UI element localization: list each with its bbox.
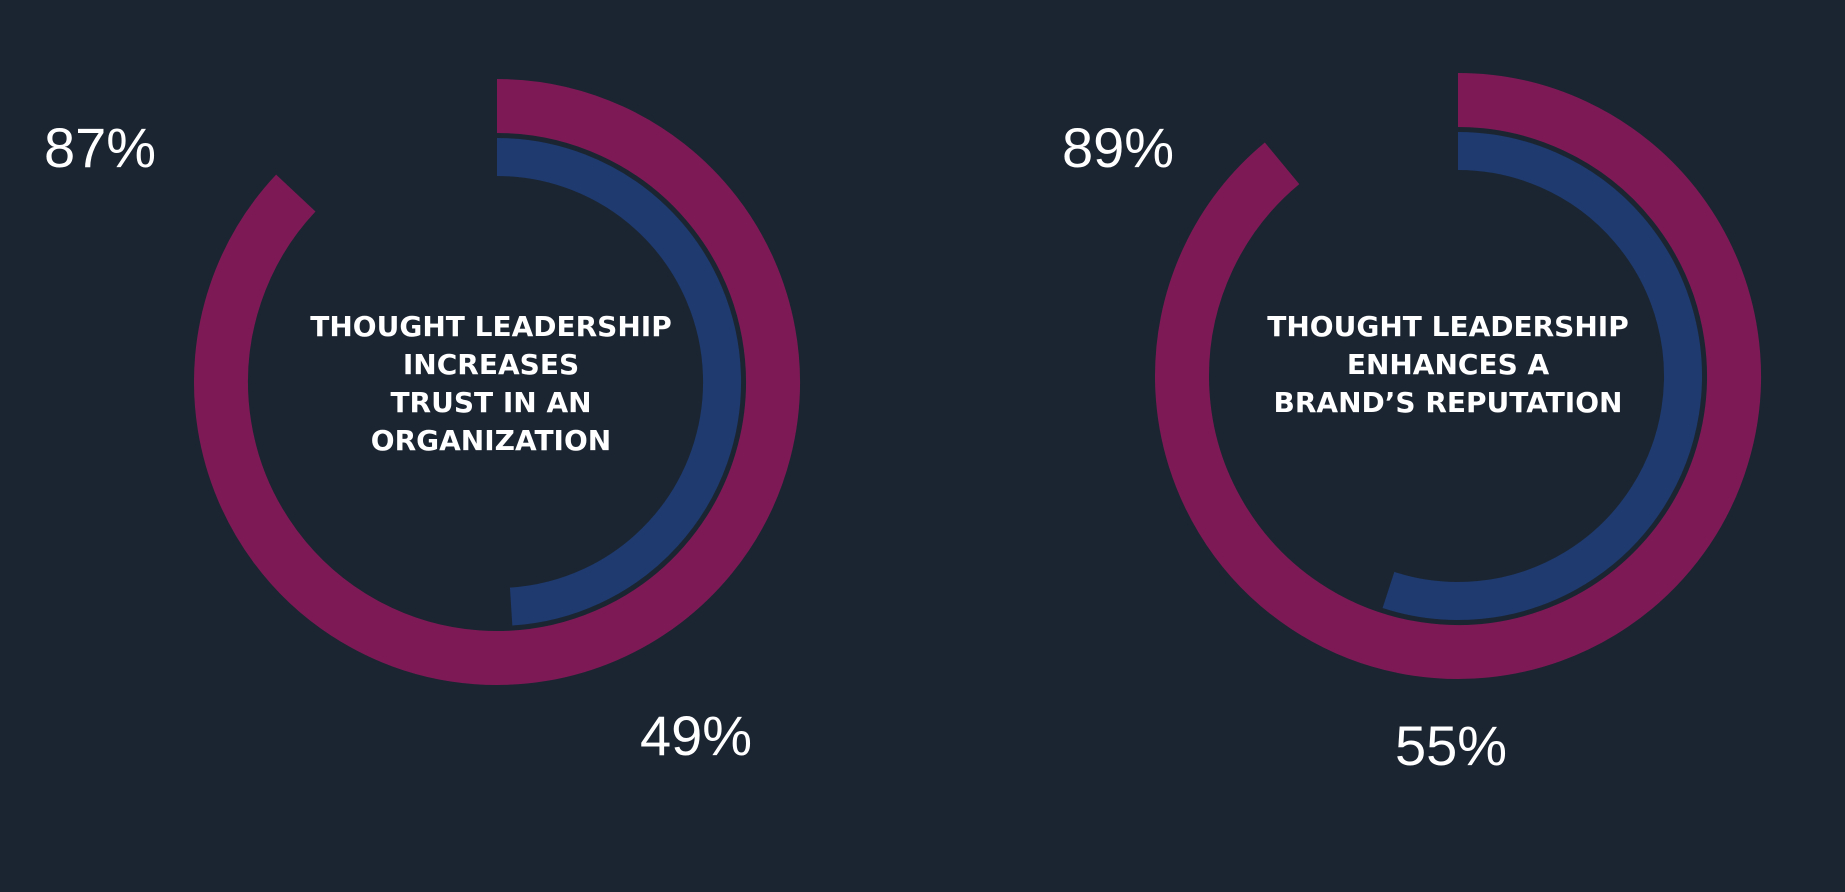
chart-2-outer-value-label: 89% (1062, 116, 1175, 179)
chart-2-caption: THOUGHT LEADERSHIP ENHANCES A BRAND’S RE… (1238, 308, 1658, 422)
chart-2-inner-value-label: 55% (1395, 714, 1508, 777)
chart-1-caption-line: TRUST IN AN (390, 386, 592, 419)
chart-2-caption-line: THOUGHT LEADERSHIP (1267, 310, 1629, 343)
chart-2-outer-ring-arc (1155, 73, 1761, 679)
chart-2-caption-line: ENHANCES A (1346, 348, 1550, 381)
chart-1-caption-line: ORGANIZATION (370, 424, 612, 457)
chart-1-caption-line: THOUGHT LEADERSHIP (310, 310, 672, 343)
chart-1-caption: THOUGHT LEADERSHIP INCREASES TRUST IN AN… (281, 308, 701, 460)
chart-2-inner-ring-arc (1382, 132, 1702, 620)
chart-1-inner-value-label: 49% (640, 704, 753, 767)
chart-1-caption-line: INCREASES (402, 348, 580, 381)
chart-1-outer-ring-arc (193, 79, 800, 685)
chart-1-outer-value-label: 87% (44, 116, 157, 179)
chart-2-caption-line: BRAND’S REPUTATION (1273, 386, 1623, 419)
chart-1-inner-ring-arc (496, 138, 742, 626)
